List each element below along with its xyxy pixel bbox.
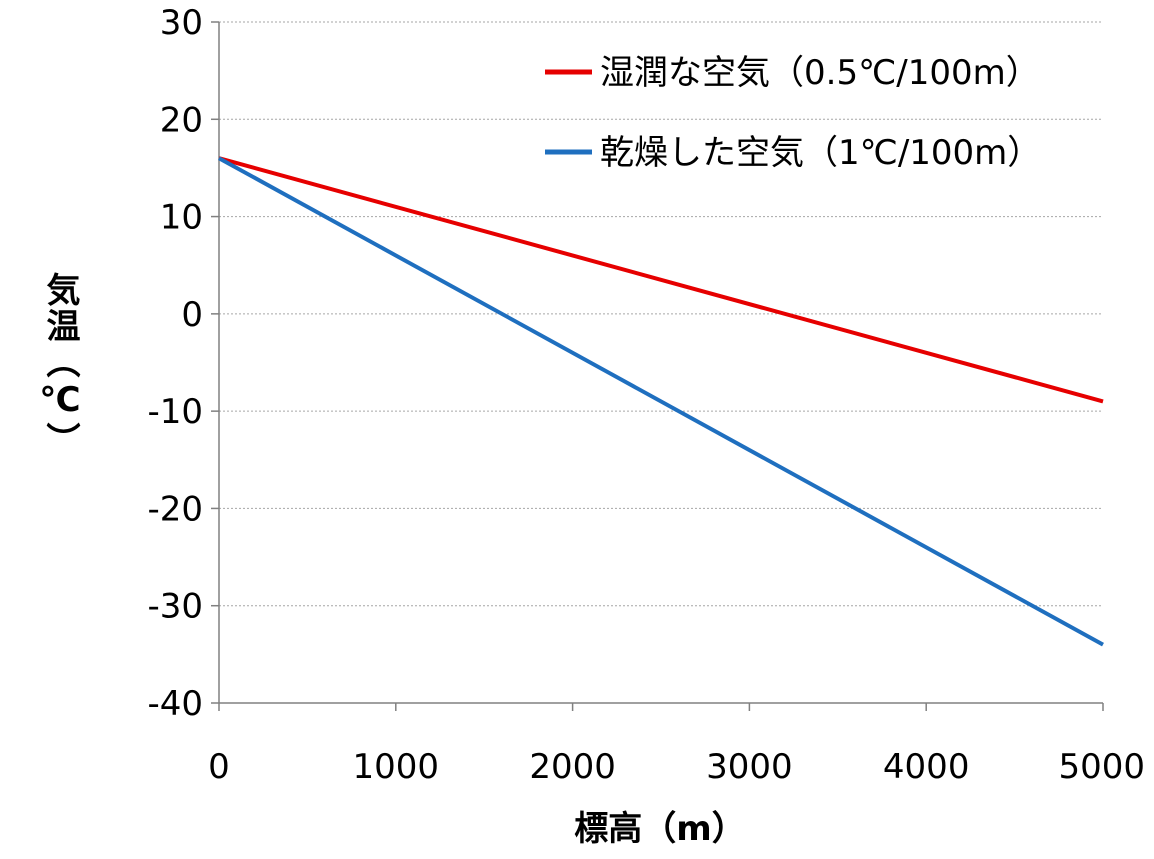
x-tick-labels: 0 1000 2000 3000 4000 5000 bbox=[208, 747, 1145, 787]
y-tick-label: -20 bbox=[147, 489, 203, 529]
y-tick-labels: 30 20 10 0 -10 -20 -30 -40 bbox=[147, 3, 203, 724]
y-tick-label: -40 bbox=[147, 684, 203, 724]
y-axis-title: 気温（℃） bbox=[40, 272, 80, 458]
legend: 湿潤な空気（0.5℃/100m） 乾燥した空気（1℃/100m） bbox=[545, 53, 1041, 173]
y-tick-label: 0 bbox=[181, 295, 203, 335]
y-tick-label: 20 bbox=[160, 100, 203, 140]
legend-label-dry: 乾燥した空気（1℃/100m） bbox=[600, 133, 1041, 173]
y-axis-title-group: 気温（℃） bbox=[40, 272, 80, 458]
y-tick-label: -10 bbox=[147, 392, 203, 432]
x-tick-label: 1000 bbox=[353, 747, 440, 787]
x-tick-label: 3000 bbox=[706, 747, 793, 787]
series-line-wet bbox=[218, 156, 1104, 404]
series-lines bbox=[218, 156, 1104, 647]
y-tick-label: 10 bbox=[160, 198, 203, 238]
y-tick-label: -30 bbox=[147, 587, 203, 627]
axes bbox=[211, 21, 1104, 711]
x-tick-label: 4000 bbox=[883, 747, 970, 787]
x-tick-label: 0 bbox=[208, 747, 230, 787]
x-tick-label: 2000 bbox=[529, 747, 616, 787]
legend-label-wet: 湿潤な空気（0.5℃/100m） bbox=[600, 53, 1040, 93]
y-tick-label: 30 bbox=[160, 3, 203, 43]
x-tick-label: 5000 bbox=[1058, 747, 1145, 787]
grid bbox=[219, 21, 1103, 607]
series-line-dry bbox=[218, 156, 1104, 647]
x-axis-title: 標高（m） bbox=[574, 809, 745, 849]
